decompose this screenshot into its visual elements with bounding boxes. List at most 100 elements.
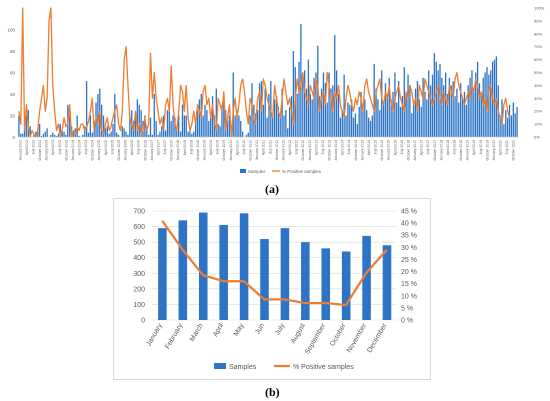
a-y2-tick-label: 60% [534, 57, 542, 62]
a-x-tick-label: October 2014 [354, 140, 358, 161]
a-bar [441, 77, 443, 138]
a-bar [311, 99, 313, 138]
a-bar [179, 131, 182, 138]
a-bar [33, 134, 35, 137]
a-bar [379, 110, 381, 138]
a-bar [106, 126, 108, 137]
a-x-tick-label: July 2016 [400, 140, 404, 155]
a-bar [183, 115, 186, 137]
a-bar [102, 115, 105, 137]
a-bar [458, 102, 460, 137]
a-x-tick-label: July 2005 [110, 140, 114, 155]
a-x-tick-label: April 2009 [209, 140, 213, 155]
a-bar [360, 91, 362, 137]
a-bar [228, 115, 231, 137]
a-bar [82, 134, 84, 137]
b-y2-tick-label: 15 % [401, 281, 417, 288]
b-x-tick-label: July [274, 322, 287, 337]
a-x-tick-label: April 2004 [78, 140, 82, 155]
a-bar [25, 115, 28, 137]
a-bar [444, 72, 447, 137]
a-y2-tick-label: 70% [534, 44, 542, 49]
a-bar [157, 134, 159, 137]
b-bar [239, 213, 249, 320]
a-x-tick-label: October 2005 [117, 140, 121, 161]
a-x-tick-label: October 2020 [512, 140, 516, 161]
a-x-tick-label: April 2015 [367, 140, 371, 155]
a-bar [174, 117, 176, 137]
a-bar [414, 88, 417, 138]
a-bar [296, 94, 298, 137]
a-bar [166, 110, 169, 138]
a-bar [63, 131, 65, 138]
b-y-tick-label: 100 [133, 302, 145, 309]
a-y-tick-label: 100 [7, 28, 15, 33]
a-x-tick-label: October 2007 [170, 140, 174, 161]
a-bar [223, 99, 225, 138]
a-bar [473, 88, 475, 138]
a-bar [279, 113, 281, 137]
a-bar [72, 130, 75, 137]
a-x-tick-label: April 2007 [156, 140, 160, 155]
a-x-tick-label: July 2006 [137, 140, 141, 155]
b-bar [198, 212, 208, 320]
b-y-tick-label: 300 [133, 271, 145, 278]
a-bar [281, 88, 283, 138]
a-bar [403, 67, 405, 138]
a-bar [65, 134, 67, 137]
a-bar [433, 53, 436, 137]
a-bar [290, 96, 293, 137]
a-bar [381, 70, 383, 137]
a-y2-tick-label: 20% [534, 109, 542, 114]
a-x-tick-label: January 2012 [281, 140, 285, 161]
a-bar [189, 128, 191, 137]
a-bar [300, 24, 302, 138]
a-bar [371, 115, 373, 137]
a-bar [277, 106, 279, 137]
a-x-tick-label: January 2014 [334, 140, 338, 161]
a-bar [446, 94, 449, 137]
a-x-tick-label: January 2013 [308, 140, 312, 161]
a-x-tick-label: July 2020 [505, 140, 509, 155]
a-bar [262, 104, 264, 137]
b-y2-tick-label: 20 % [401, 269, 417, 276]
a-x-tick-label: October 2016 [406, 140, 410, 161]
a-bar [266, 117, 268, 137]
a-x-tick-label: October 2017 [433, 140, 437, 161]
a-bar [352, 117, 355, 137]
a-bar [273, 99, 276, 138]
a-bar [478, 83, 481, 137]
a-bar [382, 104, 385, 137]
a-bar [450, 85, 452, 137]
a-bar [471, 70, 473, 137]
b-legend-samples-label: Samples [229, 364, 257, 371]
a-bar [322, 72, 325, 137]
a-bar [264, 88, 266, 138]
a-bar [313, 77, 315, 138]
a-x-tick-label: April 2010 [235, 140, 239, 155]
a-bar [335, 70, 338, 137]
a-bar [191, 133, 193, 137]
a-bar [420, 106, 422, 137]
a-x-tick-label: October 2003 [64, 140, 68, 161]
a-bar [469, 77, 471, 138]
a-bar [241, 131, 244, 138]
a-bar [198, 99, 201, 138]
b-line-group [161, 220, 388, 307]
a-bar [302, 77, 304, 138]
b-y2-tick-label: 35 % [401, 233, 417, 240]
a-bar [125, 131, 127, 138]
b-y2-axis: 0 % 5 % 10 % 15 % 20 % 25 % 30 % 35 % 40 % 45 % [401, 209, 417, 325]
a-x-tick-label: January 2009 [203, 140, 207, 161]
b-positive-line [161, 220, 388, 307]
b-bar [382, 245, 392, 320]
a-y2-axis: 0% 10% 20% 30% 40% 50% 60% 70% 80% 90% 100% [534, 6, 545, 140]
a-bar [185, 115, 187, 137]
a-bar [193, 131, 195, 138]
b-x-tick-label: February [164, 322, 184, 350]
a-bar [176, 126, 178, 137]
a-bar [272, 115, 274, 137]
a-bar [508, 104, 511, 137]
a-x-tick-label: January 2015 [360, 140, 364, 161]
a-bar [397, 81, 400, 137]
